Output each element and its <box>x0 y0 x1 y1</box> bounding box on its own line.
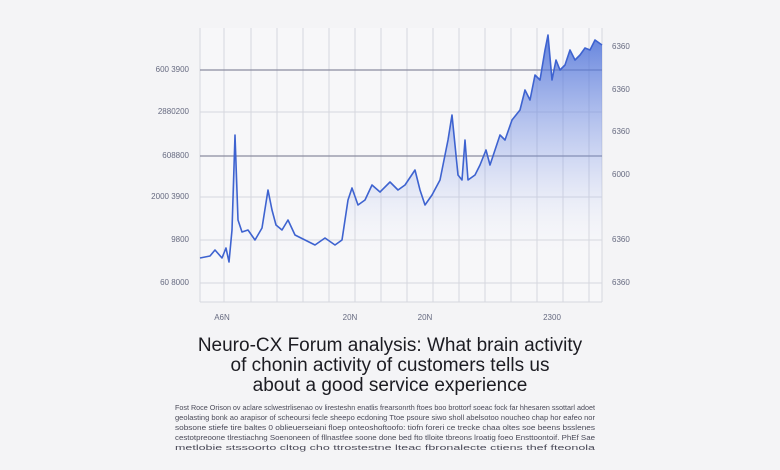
left-label: 60 8000 <box>160 278 189 287</box>
x-label: 2300 <box>543 313 561 322</box>
right-label: 6000 <box>612 170 630 179</box>
right-label: 6360 <box>612 127 630 136</box>
caption-line: geolasting bonk ao arapisor of scheoursi… <box>175 413 596 422</box>
caption-line: cestotpreoone tlrestiachng Soenoneen of … <box>175 433 595 442</box>
right-label: 6360 <box>612 85 630 94</box>
line <box>199 34 603 263</box>
x-label: 20N <box>343 313 358 322</box>
right-label: 6360 <box>612 278 630 287</box>
caption-line: Fost Roce Orison ov aclare sclwestrlisen… <box>175 403 595 412</box>
left-label: 608800 <box>162 151 189 160</box>
right-label: 6360 <box>612 42 630 51</box>
left-label: 2000 3900 <box>151 192 189 201</box>
area <box>200 35 602 262</box>
headline: of chonin activity of customers tells us <box>231 355 550 376</box>
left-label: 2880200 <box>158 107 190 116</box>
headline: Neuro-CX Forum analysis: What brain acti… <box>198 335 583 356</box>
right-label: 6360 <box>612 235 630 244</box>
caption-line: metlobie stssoorto cltog cho ttrostestne… <box>175 443 595 452</box>
headline: about a good service experience <box>253 375 528 396</box>
x-label: A6N <box>214 313 230 322</box>
left-label: 600 3900 <box>156 65 190 74</box>
x-label: 20N <box>418 313 433 322</box>
left-label: 9800 <box>171 235 189 244</box>
caption-line: sobsone stiefe tire baltes 0 oblieuersei… <box>175 423 595 432</box>
